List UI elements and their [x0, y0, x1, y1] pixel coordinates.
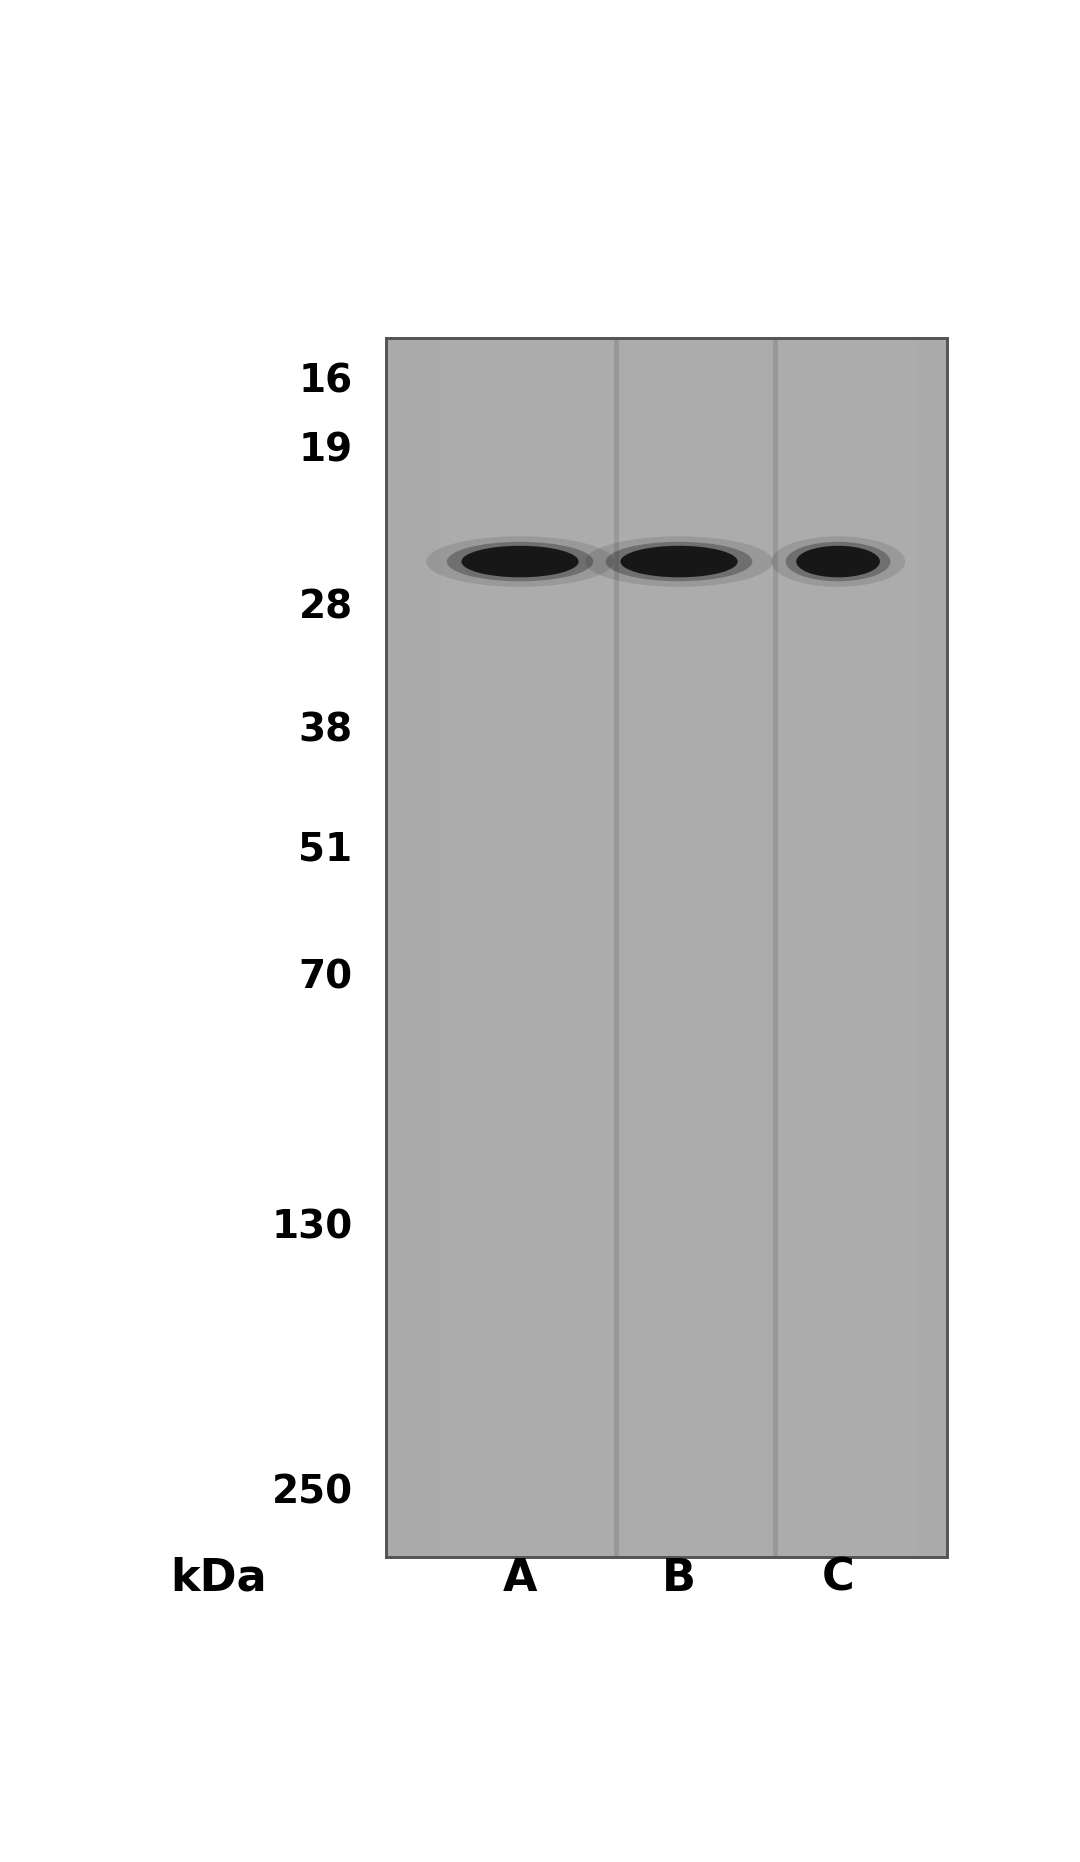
Bar [387, 339, 947, 1557]
Ellipse shape [786, 542, 890, 581]
Ellipse shape [796, 546, 880, 577]
Text: C: C [822, 1557, 854, 1599]
Bar [613, 339, 619, 1557]
Text: A: A [503, 1557, 537, 1599]
Bar [773, 339, 778, 1557]
Bar [758, 339, 918, 1557]
Ellipse shape [585, 536, 773, 587]
Bar [441, 339, 599, 1557]
Ellipse shape [771, 536, 905, 587]
Ellipse shape [620, 546, 738, 577]
Bar [599, 339, 758, 1557]
Text: 19: 19 [298, 432, 352, 469]
Ellipse shape [447, 542, 593, 581]
Text: B: B [662, 1557, 696, 1599]
Text: 70: 70 [298, 959, 352, 996]
Text: 16: 16 [298, 361, 352, 400]
Bar [387, 339, 947, 1557]
Text: kDa: kDa [171, 1557, 267, 1599]
Text: 250: 250 [271, 1473, 352, 1512]
Ellipse shape [461, 546, 579, 577]
Text: 28: 28 [298, 588, 352, 626]
Ellipse shape [606, 542, 753, 581]
Text: 51: 51 [298, 830, 352, 870]
Text: 38: 38 [298, 711, 352, 750]
Text: 130: 130 [271, 1208, 352, 1248]
Ellipse shape [427, 536, 613, 587]
